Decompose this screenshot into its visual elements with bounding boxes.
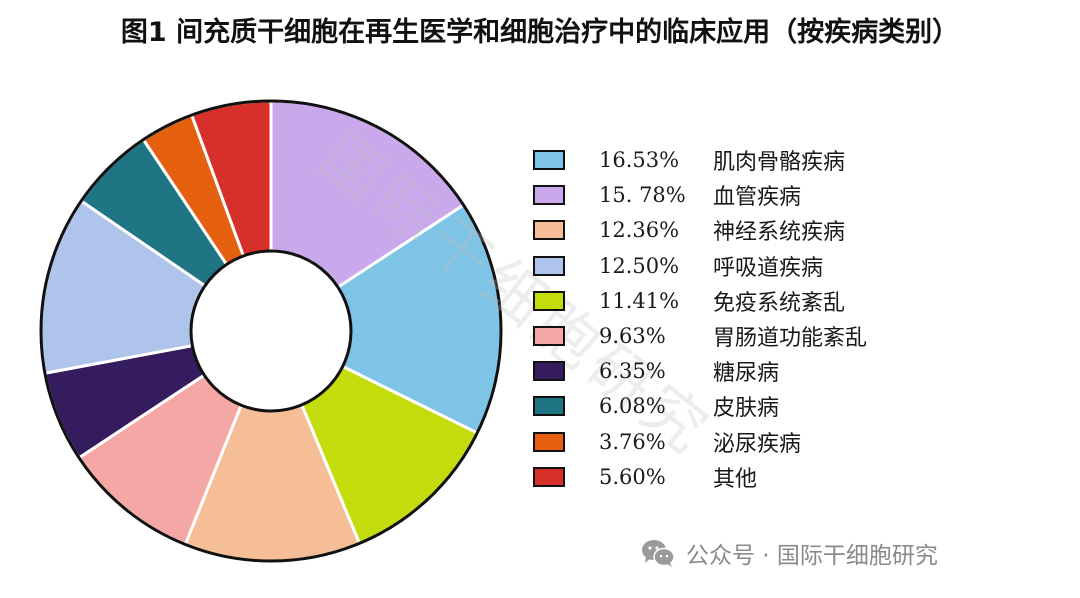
legend-label: 血管疾病 [713, 185, 802, 211]
legend-swatch [533, 290, 565, 311]
legend-swatch [533, 326, 565, 346]
pie-outline [39, 99, 503, 563]
legend-percent: 6.35% [599, 359, 666, 384]
source-watermark: 公众号 · 国际干细胞研究 [640, 536, 938, 570]
legend-percent: 12.36% [599, 218, 680, 243]
legend-swatch [533, 396, 565, 417]
legend-label: 肌肉骨骼疾病 [713, 150, 846, 175]
legend-swatch [533, 431, 565, 452]
legend-swatch [533, 150, 565, 170]
legend-percent: 16.53% [599, 148, 680, 172]
legend-percent: 9.63% [599, 324, 666, 348]
legend-item-9: 3.76% 泌尿疾病 [533, 426, 801, 458]
wechat-icon [642, 540, 675, 567]
legend-percent: 15. 78% [599, 183, 686, 208]
legend-percent: 3.76% [599, 429, 666, 454]
legend-label: 糖尿病 [713, 361, 780, 387]
legend-swatch [533, 220, 565, 241]
legend-percent: 6.08% [599, 394, 666, 419]
legend-label: 呼吸道疾病 [713, 255, 824, 281]
legend-percent: 11.41% [599, 288, 680, 313]
legend-label: 皮肤病 [713, 396, 780, 422]
legend-item-6: 9.63% 胃肠道功能紊乱 [533, 320, 867, 352]
legend-label: 神经系统疾病 [713, 220, 846, 246]
legend-swatch [533, 255, 565, 276]
legend-percent: 12.50% [599, 253, 680, 278]
legend-item-2: 15. 78% 血管疾病 [533, 179, 801, 211]
watermark-source-text: 公众号 · 国际干细胞研究 [686, 543, 938, 569]
legend-item-3: 12.36% 神经系统疾病 [533, 214, 845, 246]
legend-swatch [533, 185, 565, 206]
legend-percent: 5.60% [599, 464, 666, 489]
donut-hole [189, 249, 353, 413]
legend-item-7: 6.35% 糖尿病 [533, 355, 779, 387]
legend-label: 胃肠道功能紊乱 [713, 326, 868, 351]
legend-swatch [533, 361, 565, 382]
legend-item-4: 12.50% 呼吸道疾病 [533, 250, 823, 282]
legend-label: 免疫系统紊乱 [713, 290, 846, 316]
legend-item-10: 5.60% 其他 [533, 461, 757, 493]
legend-label: 其他 [713, 466, 758, 492]
legend-swatch [533, 466, 565, 487]
legend-item-8: 6.08% 皮肤病 [533, 390, 779, 422]
legend-item-5: 11.41% 免疫系统紊乱 [533, 285, 845, 317]
chart-title: 图1 间充质干细胞在再生医学和细胞治疗中的临床应用（按疾病类别） [120, 17, 960, 48]
slices-group [39, 99, 503, 563]
legend-item-1: 16.53% 肌肉骨骼疾病 [533, 144, 845, 176]
legend-label: 泌尿疾病 [713, 431, 802, 457]
